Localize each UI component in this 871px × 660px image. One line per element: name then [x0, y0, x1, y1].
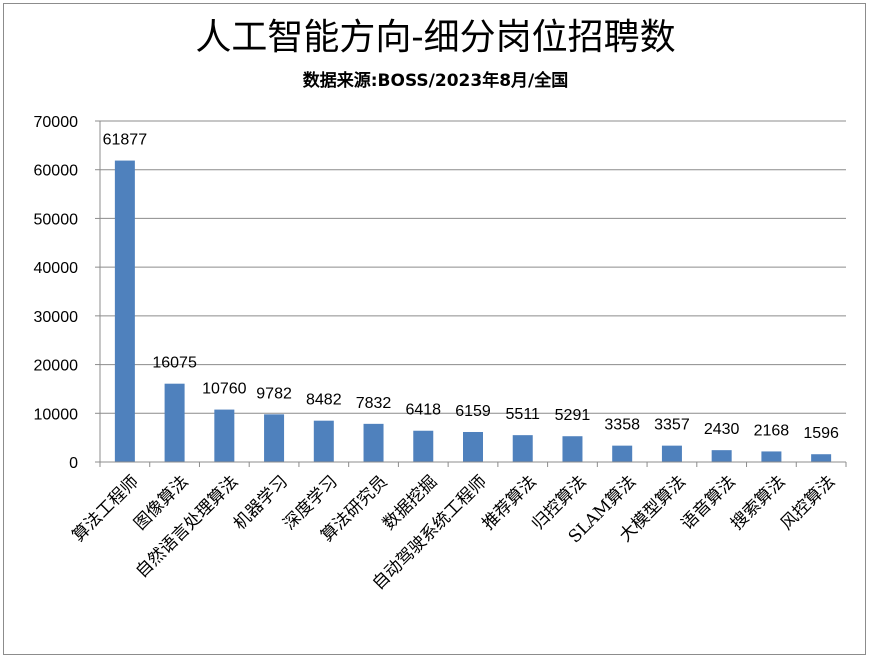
data-label: 8482: [306, 392, 342, 409]
bar: [811, 454, 832, 462]
chart-frame: [3, 3, 866, 655]
data-label: 6159: [455, 403, 491, 420]
bar: [761, 451, 782, 462]
bar: [661, 445, 682, 462]
x-tick-label: 搜索算法: [727, 472, 789, 534]
bar: [214, 409, 235, 462]
data-label: 9782: [256, 385, 292, 402]
data-label: 2430: [704, 421, 740, 438]
data-label: 10760: [202, 381, 247, 398]
bar: [164, 383, 185, 462]
y-tick-label: 20000: [34, 358, 79, 375]
data-label: 3358: [604, 417, 640, 434]
data-label: 7832: [356, 395, 392, 412]
data-label: 16075: [152, 355, 197, 372]
x-tick-label: 算法工程师: [69, 472, 143, 546]
bar: [463, 431, 483, 462]
data-label: 6418: [405, 402, 441, 419]
chart-title: 人工智能方向-细分岗位招聘数: [195, 17, 676, 58]
bar: [612, 445, 633, 462]
y-tick-label: 70000: [34, 114, 79, 131]
x-axis-labels: 算法工程师图像算法自然语言处理算法机器学习深度学习算法研究员数据挖掘自动驾驶系统…: [69, 472, 840, 594]
bar: [114, 160, 135, 462]
y-tick-label: 50000: [34, 211, 79, 228]
bar: [313, 420, 334, 462]
data-label: 5511: [506, 406, 541, 423]
bar: [711, 450, 732, 462]
x-tick-label: 风控算法: [777, 472, 839, 534]
data-label: 5291: [555, 407, 591, 424]
y-tick-label: 40000: [34, 260, 79, 277]
x-tick-label: 语音算法: [677, 472, 739, 534]
bar: [512, 435, 533, 462]
x-tick-label: 推荐算法: [479, 472, 541, 534]
y-tick-label: 60000: [34, 163, 79, 180]
bar: [264, 414, 285, 462]
data-label: 3357: [654, 417, 690, 434]
data-label: 2168: [754, 422, 790, 439]
chart-subtitle: 数据来源:BOSS/2023年8月/全国: [302, 71, 569, 91]
bars: [114, 160, 832, 462]
x-tick-label: 机器学习: [230, 472, 292, 534]
y-tick-label: 30000: [34, 309, 79, 326]
data-label: 61877: [103, 132, 148, 149]
bar: [413, 430, 434, 462]
y-tick-label: 10000: [34, 406, 79, 423]
bar: [562, 436, 583, 462]
axes: [99, 121, 847, 467]
y-tick-label: 0: [69, 455, 78, 472]
data-label: 1596: [803, 425, 839, 442]
data-labels: 61877 16075 10760 9782 8482 7832 6418 6159 5511 5…: [103, 132, 839, 443]
bar: [363, 423, 384, 462]
y-axis-ticks: 0 10000 20000 30000 40000 50000 60000 70000: [34, 114, 100, 472]
gridlines: [100, 120, 846, 414]
